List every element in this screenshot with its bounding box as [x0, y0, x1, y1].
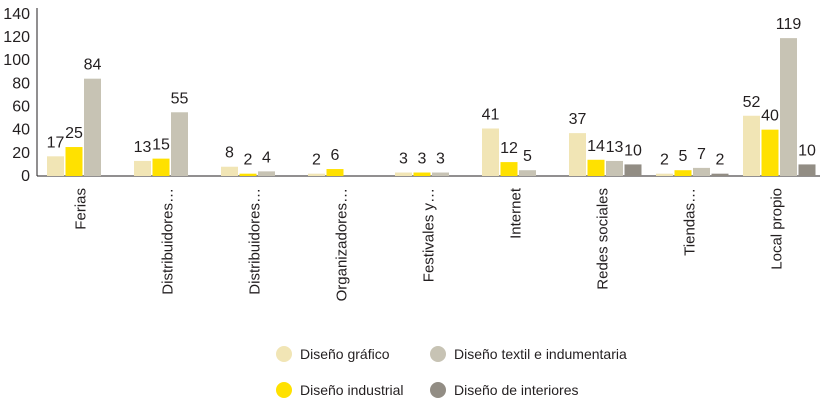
- data-label: 13: [606, 139, 624, 156]
- category-label: Internet: [508, 187, 525, 239]
- data-label: 5: [523, 148, 532, 165]
- data-label: 55: [171, 90, 189, 107]
- legend-swatch: [430, 346, 446, 362]
- legend: Diseño gráfico Diseño textil e indumenta…: [276, 343, 636, 403]
- bar: [134, 160, 151, 176]
- legend-label: Diseño textil e indumentaria: [454, 346, 627, 362]
- data-label: 3: [399, 151, 408, 168]
- category-label: Distribuidores…: [160, 188, 177, 295]
- bar: [780, 38, 797, 176]
- data-label: 8: [225, 145, 234, 162]
- category-label: Distribuidores…: [247, 188, 264, 295]
- legend-item: Diseño gráfico: [276, 346, 390, 362]
- data-label: 2: [716, 152, 725, 169]
- data-label: 10: [624, 142, 642, 159]
- data-label: 52: [743, 94, 761, 111]
- data-label: 14: [587, 138, 605, 155]
- data-label: 84: [84, 57, 102, 74]
- bar: [65, 147, 83, 176]
- category-label: Ferias: [73, 188, 90, 230]
- category-labels-group: Ferias Distribuidores… Distribuidores… Orga…: [73, 187, 786, 301]
- y-tick-label: 40: [12, 122, 30, 139]
- data-label: 3: [436, 151, 445, 168]
- category-label: Redes sociales: [595, 188, 612, 290]
- bars-group: [47, 38, 816, 176]
- data-label: 2: [244, 152, 253, 169]
- data-label: 5: [679, 148, 688, 165]
- y-tick-label: 0: [21, 168, 30, 185]
- legend-label: Diseño industrial: [300, 382, 404, 398]
- data-label: 25: [65, 125, 83, 142]
- category-label: Tiendas…: [682, 188, 699, 256]
- bar: [693, 167, 710, 176]
- bar: [587, 159, 605, 176]
- legend-label: Diseño de interiores: [454, 382, 579, 398]
- y-axis-ticks: 0 20 40 60 80 100 120 140: [3, 6, 30, 185]
- category-label: Organizadores…: [334, 188, 351, 301]
- data-label: 3: [418, 151, 427, 168]
- bar: [519, 170, 536, 176]
- data-label: 40: [761, 108, 779, 125]
- data-label: 119: [776, 16, 802, 33]
- bar: [569, 133, 586, 176]
- y-tick-label: 80: [12, 75, 30, 92]
- data-label: 15: [152, 137, 170, 154]
- bar: [413, 172, 431, 176]
- bar: [761, 129, 779, 176]
- bar: [798, 164, 816, 176]
- bar: [606, 160, 623, 176]
- data-label: 6: [331, 147, 340, 164]
- bar: [171, 112, 188, 176]
- data-label: 17: [47, 134, 65, 151]
- bar: [432, 172, 449, 176]
- data-label: 4: [262, 149, 271, 166]
- bar: [308, 173, 325, 176]
- bar: [743, 115, 760, 176]
- data-label: 2: [312, 152, 321, 169]
- bar: [500, 162, 518, 176]
- data-label: 12: [500, 140, 518, 157]
- bar: [395, 172, 412, 176]
- y-tick-label: 140: [3, 6, 30, 23]
- y-tick-label: 100: [3, 52, 30, 69]
- data-label: 37: [569, 111, 587, 128]
- legend-swatch: [430, 382, 446, 398]
- bar: [221, 166, 238, 176]
- y-tick-label: 120: [3, 29, 30, 46]
- y-tick-label: 20: [12, 145, 30, 162]
- bar: [239, 173, 257, 176]
- bar: [624, 164, 642, 176]
- bar: [656, 173, 673, 176]
- legend-item: Diseño industrial: [276, 382, 404, 398]
- legend-swatch: [276, 382, 292, 398]
- category-label: Local propio: [769, 188, 786, 270]
- data-label: 13: [134, 139, 152, 156]
- bar: [674, 170, 692, 176]
- legend-item: Diseño de interiores: [430, 382, 579, 398]
- bar: [84, 78, 101, 176]
- data-label: 10: [798, 142, 816, 159]
- bar: [47, 156, 64, 176]
- category-label: Festivales y…: [421, 188, 438, 282]
- bar: [258, 171, 275, 176]
- bar: [326, 169, 344, 176]
- data-label: 41: [482, 106, 500, 123]
- data-label: 7: [697, 146, 706, 163]
- legend-item: Diseño textil e indumentaria: [430, 346, 627, 362]
- bar: [152, 158, 170, 176]
- legend-swatch: [276, 346, 292, 362]
- bar: [482, 128, 499, 176]
- y-tick-label: 60: [12, 98, 30, 115]
- bar: [711, 173, 729, 176]
- data-label: 2: [660, 152, 669, 169]
- legend-label: Diseño gráfico: [300, 346, 390, 362]
